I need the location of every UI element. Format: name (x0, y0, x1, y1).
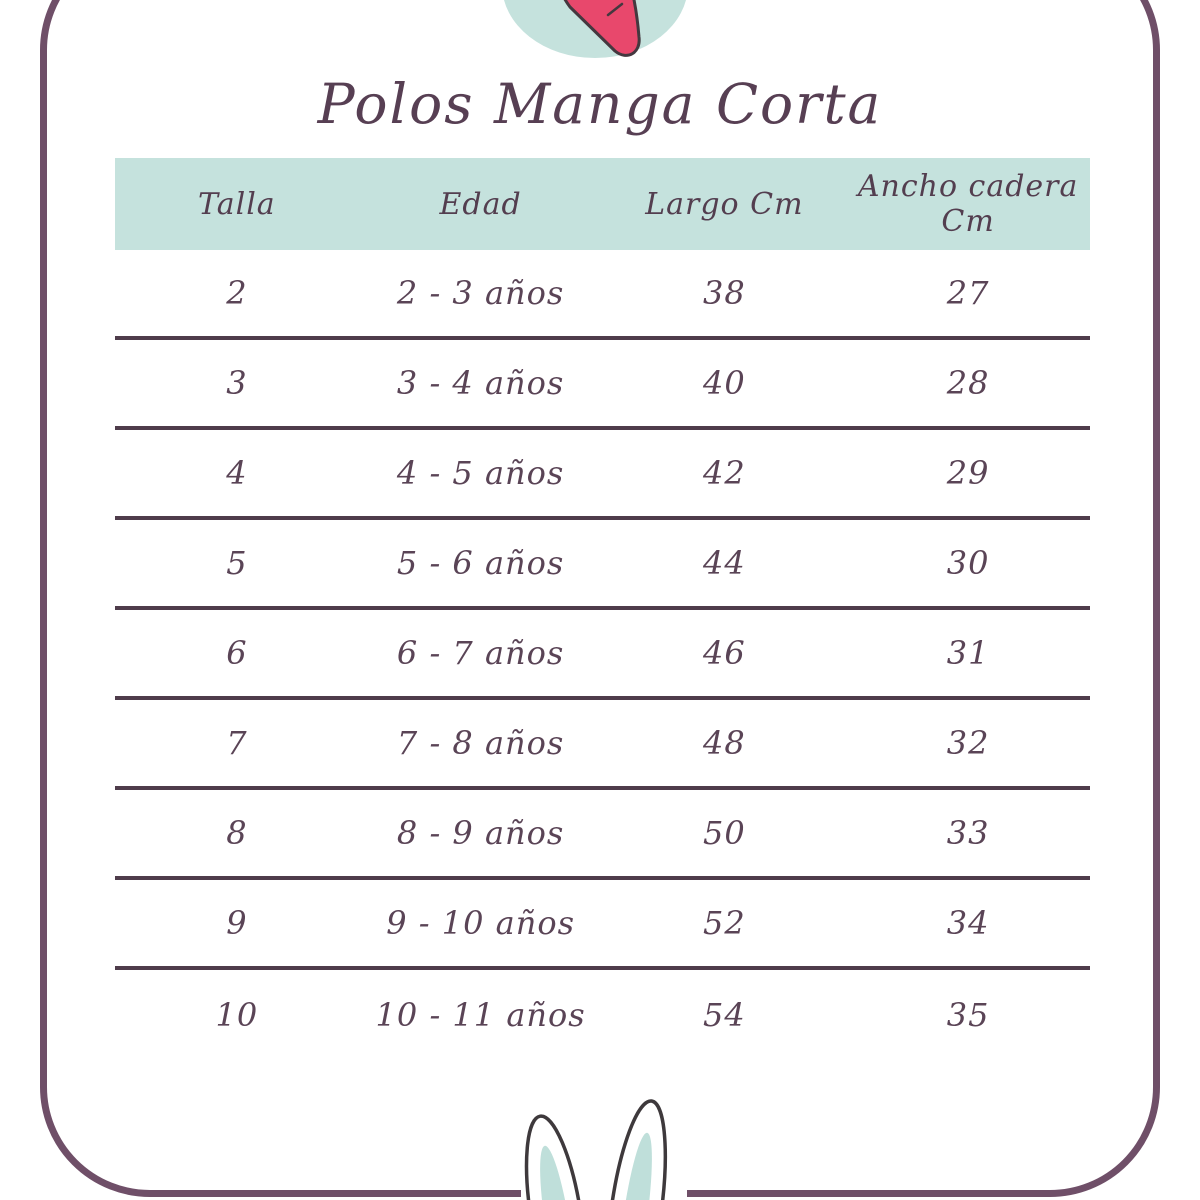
cell-edad: 8 - 9 años (396, 814, 565, 852)
cell-talla: 10 (215, 996, 259, 1034)
column-header-largo: Largo Cm (645, 186, 804, 222)
column-header-edad: Edad (439, 186, 522, 222)
cell-edad: 10 - 11 años (375, 996, 586, 1034)
cell-edad: 5 - 6 años (396, 544, 565, 582)
cell-edad: 4 - 5 años (396, 454, 565, 492)
cell-largo: 40 (703, 364, 746, 402)
cell-ancho-cadera: 29 (946, 454, 990, 492)
table-row: 5 5 - 6 años 44 30 (115, 520, 1090, 610)
cell-largo: 48 (703, 724, 746, 762)
cell-ancho-cadera: 31 (946, 634, 990, 672)
cell-largo: 46 (703, 634, 746, 672)
cell-largo: 38 (703, 274, 746, 312)
cell-ancho-cadera: 32 (946, 724, 990, 762)
cell-talla: 8 (226, 814, 248, 852)
table-row: 3 3 - 4 años 40 28 (115, 340, 1090, 430)
cell-talla: 6 (226, 634, 248, 672)
cell-largo: 52 (703, 904, 746, 942)
column-header-ancho-cadera: Ancho cadera Cm (857, 169, 1079, 239)
table-row: 7 7 - 8 años 48 32 (115, 700, 1090, 790)
cell-largo: 42 (703, 454, 746, 492)
cell-ancho-cadera: 27 (946, 274, 990, 312)
cell-ancho-cadera: 35 (946, 996, 990, 1034)
cell-talla: 9 (226, 904, 248, 942)
cell-talla: 4 (226, 454, 248, 492)
cell-edad: 9 - 10 años (386, 904, 576, 942)
table-row: 2 2 - 3 años 38 27 (115, 250, 1090, 340)
table-row: 9 9 - 10 años 52 34 (115, 880, 1090, 970)
cell-talla: 2 (226, 274, 248, 312)
table-row: 8 8 - 9 años 50 33 (115, 790, 1090, 880)
cell-largo: 54 (703, 996, 746, 1034)
cell-ancho-cadera: 34 (946, 904, 990, 942)
table-row: 6 6 - 7 años 46 31 (115, 610, 1090, 700)
cell-edad: 3 - 4 años (396, 364, 565, 402)
cell-ancho-cadera: 30 (946, 544, 990, 582)
page-title: Polos Manga Corta (317, 72, 883, 136)
carrot-icon (504, 0, 686, 58)
bunny-ears-icon (524, 1099, 668, 1200)
column-header-talla: Talla (198, 186, 276, 222)
cell-largo: 50 (703, 814, 746, 852)
cell-largo: 44 (703, 544, 746, 582)
table-row: 10 10 - 11 años 54 35 (115, 970, 1090, 1060)
cell-talla: 5 (226, 544, 248, 582)
size-chart-table: Talla Edad Largo Cm Ancho cadera Cm 2 2 … (115, 158, 1090, 1060)
table-row: 4 4 - 5 años 42 29 (115, 430, 1090, 520)
cell-ancho-cadera: 33 (946, 814, 990, 852)
cell-edad: 6 - 7 años (396, 634, 565, 672)
cell-talla: 3 (226, 364, 248, 402)
cell-talla: 7 (226, 724, 248, 762)
cell-ancho-cadera: 28 (946, 364, 990, 402)
table-header-row: Talla Edad Largo Cm Ancho cadera Cm (115, 158, 1090, 250)
cell-edad: 2 - 3 años (396, 274, 565, 312)
cell-edad: 7 - 8 años (396, 724, 565, 762)
